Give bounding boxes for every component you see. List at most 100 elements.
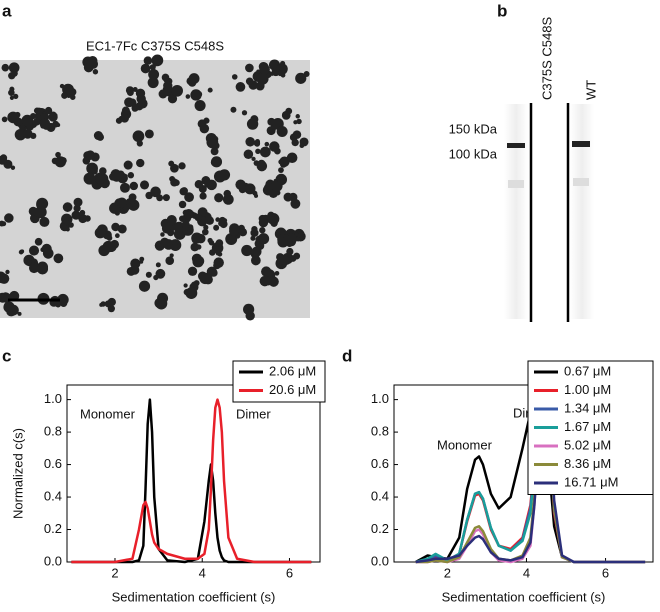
particle [150, 186, 161, 198]
y-tick-label: 1.0 [371, 391, 389, 406]
particle [278, 159, 284, 165]
particle [256, 69, 261, 74]
x-tick-label: 2 [111, 565, 118, 580]
particle [106, 235, 113, 241]
particle [280, 60, 286, 66]
particle [264, 141, 270, 147]
particle [299, 143, 305, 149]
y-tick-label: 1.0 [44, 391, 62, 406]
particle [13, 93, 19, 100]
particle [250, 235, 256, 241]
y-tick-label: 0.8 [371, 424, 389, 439]
particle [87, 55, 98, 66]
annotation: Monomer [80, 406, 136, 421]
particle [9, 95, 14, 100]
marker-label: 100 kDa [449, 146, 498, 161]
particle [271, 180, 283, 192]
particle [61, 92, 68, 99]
particle [295, 114, 300, 119]
y-tick-label: 0.0 [371, 553, 389, 568]
particle [191, 232, 203, 244]
particle [170, 163, 179, 173]
particle [28, 245, 40, 256]
particle [70, 94, 76, 100]
particle [73, 197, 83, 207]
particle [144, 129, 154, 139]
particle [1, 221, 7, 227]
y-tick-label: 0.4 [371, 488, 389, 503]
particle [161, 73, 170, 82]
particle [184, 192, 194, 203]
particle [215, 246, 220, 251]
particle [148, 69, 160, 80]
particle [128, 193, 137, 202]
particle [206, 136, 219, 149]
particle [62, 202, 73, 212]
legend-box [232, 360, 326, 403]
particle [171, 242, 178, 249]
particle [197, 100, 204, 107]
series-line [71, 398, 312, 564]
particle [191, 281, 198, 288]
particle [96, 133, 104, 141]
particle [4, 213, 14, 223]
particle [32, 118, 41, 126]
particle [238, 185, 247, 194]
x-tick-label: 2 [444, 565, 451, 580]
particle [129, 265, 140, 275]
particle [104, 300, 112, 308]
particle [251, 246, 262, 257]
particle [9, 290, 20, 301]
particle [241, 110, 248, 116]
particle [289, 255, 297, 262]
particle [139, 180, 150, 190]
particle [258, 218, 269, 228]
particle [4, 302, 9, 308]
particle [173, 179, 180, 186]
particle [183, 283, 188, 288]
panel-label: b [497, 1, 507, 20]
particle [21, 114, 34, 127]
series-line [415, 398, 646, 564]
particle [169, 175, 176, 182]
particle [179, 215, 186, 222]
particle [197, 119, 207, 129]
particle [40, 123, 46, 129]
particle [92, 69, 99, 75]
particle [37, 107, 44, 114]
particle [121, 106, 130, 115]
particle [199, 272, 211, 285]
micrograph [0, 54, 310, 321]
particle [238, 228, 248, 237]
particle [127, 171, 135, 179]
particle [213, 257, 224, 268]
particle [160, 232, 165, 237]
particle [34, 206, 47, 219]
particle [22, 128, 33, 139]
particle [231, 74, 238, 80]
annotation: Dimer [236, 406, 271, 421]
particle [194, 180, 204, 189]
particle [123, 174, 128, 179]
x-tick-label: 6 [286, 565, 293, 580]
particle [244, 183, 256, 195]
particle [132, 130, 145, 143]
particle [90, 167, 98, 175]
particle [185, 94, 191, 99]
particle [286, 240, 293, 247]
particle [11, 69, 18, 77]
particle [0, 155, 7, 165]
particle [143, 56, 153, 65]
lane-label: C375S C548S [539, 17, 554, 100]
particle [201, 228, 209, 236]
particle [183, 288, 191, 296]
y-tick-label: 0.2 [371, 521, 389, 536]
particle [78, 213, 88, 224]
x-tick-label: 6 [602, 565, 609, 580]
particle [292, 130, 302, 139]
legend-label: 1.67 μM [564, 419, 611, 434]
particle [296, 118, 302, 125]
particle [36, 263, 49, 275]
particle [214, 193, 224, 203]
particle [303, 71, 310, 77]
